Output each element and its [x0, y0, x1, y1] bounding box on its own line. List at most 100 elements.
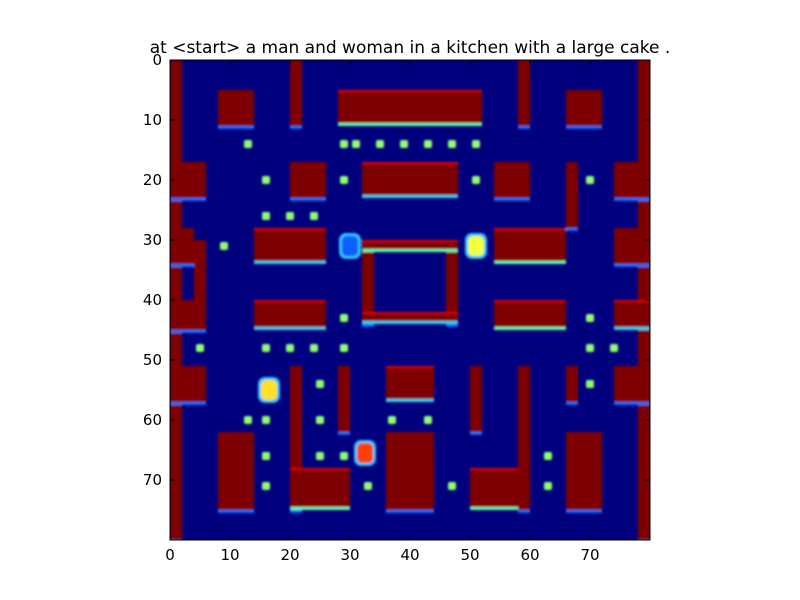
wall-edge: [518, 510, 530, 513]
wall-block: [338, 90, 482, 126]
wall-edge: [338, 432, 350, 435]
wall-edge: [494, 261, 566, 264]
pellet: [262, 344, 270, 352]
x-tick-label: 30: [340, 546, 359, 564]
wall-edge: [362, 162, 458, 164]
wall-edge: [170, 264, 194, 267]
wall-block: [614, 300, 650, 330]
heatmap-plot-area: [170, 60, 650, 540]
pellet: [196, 344, 204, 352]
pellet: [424, 140, 432, 148]
y-tick-label: 0: [152, 51, 162, 69]
pellet: [262, 452, 270, 460]
wall-block: [614, 162, 650, 198]
wall-block: [218, 432, 254, 510]
wall-edge: [362, 240, 458, 242]
pellet: [424, 416, 432, 424]
sprite-player: [261, 380, 277, 400]
wall-edge: [254, 327, 326, 330]
wall-edge: [290, 468, 350, 470]
wall-edge: [290, 507, 350, 510]
wall-edge: [362, 249, 458, 252]
wall-block: [170, 300, 194, 330]
wall-edge: [470, 468, 530, 470]
wall-block: [194, 240, 206, 330]
pellet: [286, 344, 294, 352]
wall-edge: [218, 510, 254, 513]
wall-edge: [494, 327, 566, 330]
wall-block: [566, 432, 602, 510]
pellet: [586, 176, 594, 184]
wall-block: [446, 240, 458, 324]
pellet: [340, 176, 348, 184]
wall-block: [566, 366, 578, 402]
y-tick-label: 50: [143, 351, 162, 369]
wall-edge: [494, 300, 566, 302]
wall-edge: [254, 228, 326, 230]
wall-edge: [566, 126, 602, 129]
x-tick-label: 70: [580, 546, 599, 564]
pellet: [586, 380, 594, 388]
pellet: [610, 344, 618, 352]
wall-edge: [170, 402, 206, 405]
wall-edge: [614, 402, 650, 405]
pellet: [262, 482, 270, 490]
wall-block: [386, 366, 434, 402]
wall-edge: [470, 507, 530, 510]
wall-edge: [614, 264, 650, 267]
pellet: [448, 482, 456, 490]
pellet: [340, 452, 348, 460]
wall-edge: [362, 312, 458, 314]
wall-block: [290, 468, 350, 510]
pellet: [352, 140, 360, 148]
wall-edge: [362, 321, 458, 324]
pellet: [544, 452, 552, 460]
pellet: [376, 140, 384, 148]
y-tick-label: 20: [143, 171, 162, 189]
pellet: [310, 212, 318, 220]
wall-block: [386, 432, 434, 510]
pellet: [586, 314, 594, 322]
pellet: [244, 416, 252, 424]
wall-block: [170, 366, 206, 402]
pellet: [472, 140, 480, 148]
sprite-ghost-bottom: [357, 443, 373, 463]
chart-title: at <start> a man and woman in a kitchen …: [150, 38, 671, 58]
wall-edge: [566, 228, 578, 231]
wall-block: [566, 162, 578, 228]
wall-block: [614, 228, 650, 264]
wall-edge: [566, 402, 578, 405]
wall-block: [566, 90, 602, 126]
wall-block: [494, 228, 566, 264]
wall-block: [362, 162, 458, 198]
wall-block: [218, 90, 254, 126]
wall-edge: [290, 198, 326, 201]
wall-block: [254, 228, 326, 264]
wall-edge: [290, 126, 302, 129]
y-tick-label: 10: [143, 111, 162, 129]
wall-block: [290, 162, 326, 198]
pellet: [448, 140, 456, 148]
y-tick-label: 30: [143, 231, 162, 249]
wall-edge: [386, 399, 434, 402]
pellet: [244, 140, 252, 148]
y-tick-label: 40: [143, 291, 162, 309]
wall-block: [470, 366, 482, 432]
wall-block: [518, 60, 530, 126]
wall-block: [494, 162, 530, 198]
wall-edge: [338, 123, 482, 126]
wall-edge: [614, 327, 650, 330]
wall-edge: [362, 195, 458, 198]
wall-block: [170, 162, 206, 198]
wall-block: [518, 432, 530, 510]
wall-edge: [218, 126, 254, 129]
wall-edge: [446, 324, 458, 327]
wall-edge: [170, 330, 194, 333]
wall-edge: [614, 300, 650, 302]
pellet: [310, 344, 318, 352]
wall-edge: [362, 324, 374, 327]
x-tick-label: 60: [520, 546, 539, 564]
x-tick-label: 40: [400, 546, 419, 564]
wall-edge: [470, 432, 482, 435]
